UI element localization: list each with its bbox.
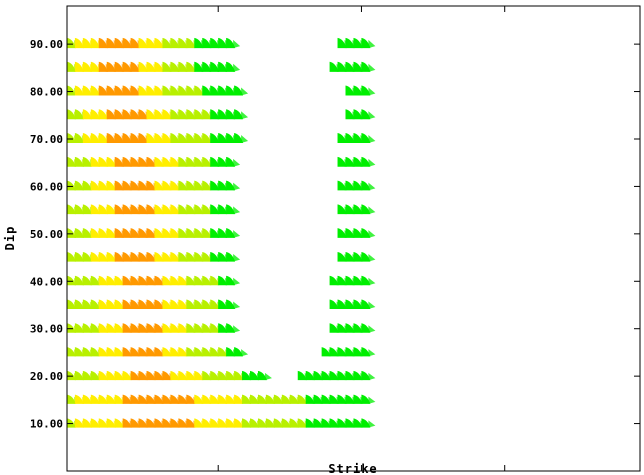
mechanism-glyph <box>361 251 376 262</box>
x-axis: 90180270 <box>212 6 515 475</box>
mechanism-glyph <box>226 180 241 191</box>
mechanism-glyph <box>361 61 376 72</box>
mechanism-glyph <box>361 394 376 404</box>
mechanism-glyph <box>361 156 376 167</box>
mechanism-glyph <box>234 85 249 96</box>
mechanism-glyph <box>226 323 241 333</box>
mechanism-glyph <box>361 37 376 49</box>
y-tick-label: 40.00 <box>30 275 63 288</box>
mechanism-glyph <box>234 347 249 357</box>
mechanism-glyph <box>226 251 241 262</box>
y-tick-label: 70.00 <box>30 133 63 146</box>
x-axis-label: Strike <box>328 462 377 475</box>
mechanism-glyphs <box>66 37 376 428</box>
y-tick-label: 20.00 <box>30 370 63 383</box>
mechanism-glyph <box>226 299 241 309</box>
y-tick-label: 30.00 <box>30 323 63 336</box>
y-axis-label: Dip <box>3 226 17 251</box>
mechanism-glyph <box>226 37 241 49</box>
mechanism-glyph <box>361 85 376 96</box>
mechanism-glyph <box>234 109 249 120</box>
mechanism-glyph <box>361 109 376 120</box>
mechanism-glyph <box>361 228 376 238</box>
mechanism-glyph <box>226 228 241 238</box>
mechanism-glyph <box>226 156 241 167</box>
y-tick-label: 10.00 <box>30 418 63 431</box>
mechanism-glyph <box>226 61 241 72</box>
mechanism-glyph <box>361 299 376 309</box>
mechanism-glyph <box>361 370 376 381</box>
mechanism-glyph <box>234 133 249 143</box>
mechanism-glyph <box>226 204 241 215</box>
y-tick-label: 90.00 <box>30 38 63 51</box>
y-axis: 10.00 20.00 30.00 40.00 50.00 60.00 70.00 80.00… <box>30 38 640 431</box>
y-tick-label: 80.00 <box>30 86 63 99</box>
y-tick-label: 50.00 <box>30 228 63 241</box>
mechanism-glyph <box>361 180 376 191</box>
mechanism-glyph <box>361 347 376 357</box>
plot-frame <box>66 5 641 472</box>
mechanism-glyph <box>361 204 376 215</box>
mechanism-glyph <box>361 275 376 286</box>
mechanism-glyph <box>257 370 272 381</box>
y-tick-label: 60.00 <box>30 180 63 193</box>
mechanism-glyph <box>361 323 376 333</box>
mechanism-glyph <box>361 418 376 428</box>
mechanism-glyph <box>361 133 376 143</box>
mechanism-glyph <box>226 275 241 286</box>
